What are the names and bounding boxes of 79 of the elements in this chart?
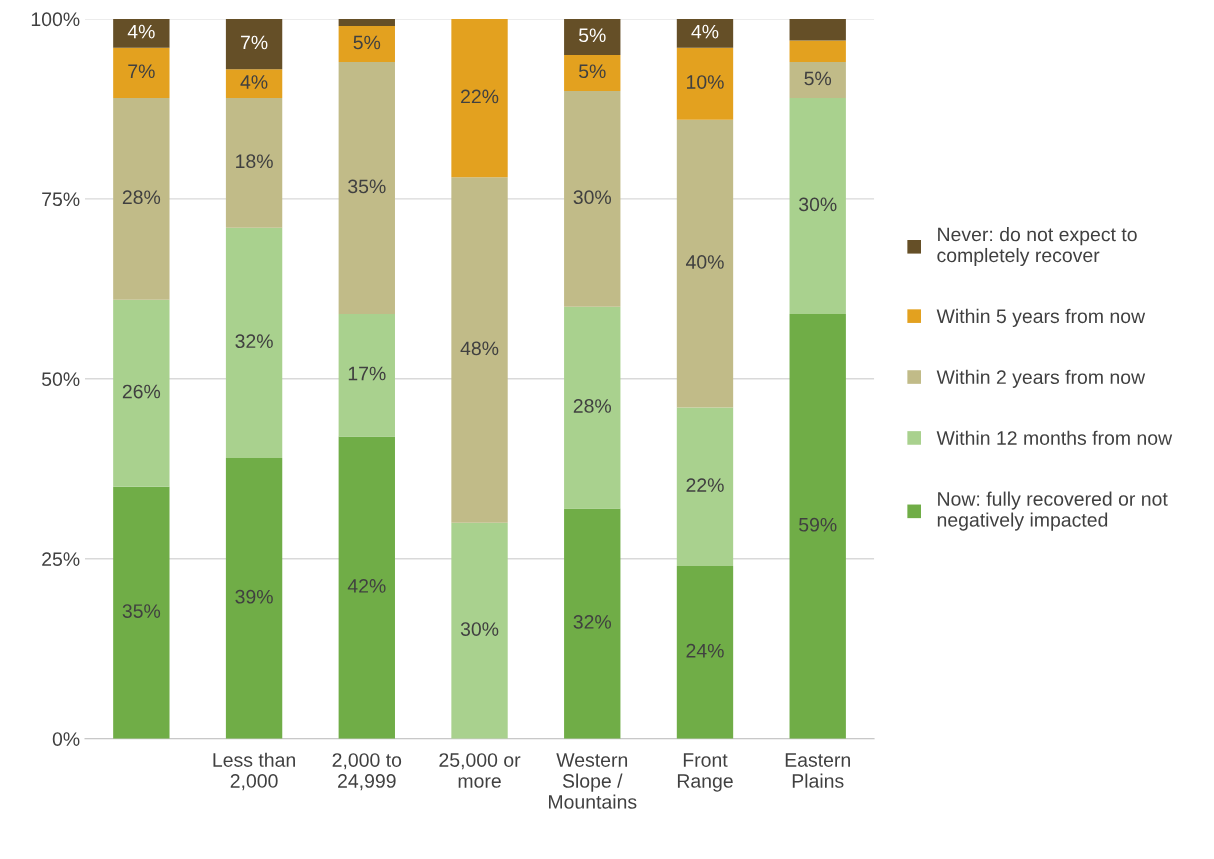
y-tick-label: 75% [42,192,80,207]
bar [451,177,508,523]
bar [113,299,170,487]
bar [113,98,170,300]
bar [564,54,621,91]
x-tick-label: Less than 2,000 [213,752,295,791]
data-label: 40% [685,255,724,269]
data-label: 24% [686,643,724,658]
data-label: 30% [460,622,499,636]
bar [113,47,170,99]
bar [338,436,395,739]
data-label: 5% [353,35,381,50]
bar [789,62,846,99]
bar [338,314,395,437]
x-tick-label: Western Slope / Mountains [549,753,637,809]
bar [676,18,734,48]
data-label: 5% [804,71,832,86]
bar [451,522,508,739]
data-label: 5% [578,28,606,43]
data-label: 59% [799,517,837,532]
legend-label: Within 12 months from now [936,430,1173,445]
legend-label: Within 5 years from now [936,308,1146,327]
bar [225,69,283,99]
y-tick-label: 100% [31,12,80,27]
bar [676,119,734,408]
data-label: 30% [799,197,837,212]
data-label: 22% [461,89,499,104]
bar [789,314,846,739]
bar [225,18,283,70]
bar [338,26,395,63]
bar [789,18,846,41]
data-label: 7% [128,64,155,79]
data-label: 18% [236,154,273,169]
y-tick-label: 25% [42,552,80,567]
data-label: 26% [122,384,161,399]
data-label: 4% [127,24,155,39]
x-tick-label: 2,000 to 24,999 [332,753,402,791]
bar [225,458,283,739]
data-label: 32% [235,334,273,349]
x-tick-label: Eastern Plains [785,753,850,788]
data-label: 42% [347,579,386,593]
data-label: 35% [348,179,386,194]
data-label: 5% [578,64,606,79]
y-tick-label: 50% [41,372,80,387]
data-label: 32% [573,615,612,629]
bar [113,18,170,48]
data-label: 17% [348,366,386,381]
data-label: 48% [460,341,499,356]
data-label: 35% [122,604,161,618]
bar [789,98,846,315]
legend-label: Now: fully recovered or not negatively impacted [937,491,1168,531]
bar [676,47,734,120]
bar [225,227,283,458]
bar [338,18,395,27]
bar [676,565,734,739]
bar [451,18,508,178]
bar [225,98,283,228]
bar [564,306,621,509]
data-label: 7% [241,35,268,50]
y-tick-label: 0% [52,732,80,746]
legend-label: Never: do not expect to completely recover [937,227,1137,267]
bar [338,62,395,315]
data-label: 30% [573,190,612,205]
data-label: 28% [122,190,161,205]
bar [789,40,846,63]
bar [564,90,621,307]
data-label: 10% [687,75,724,89]
data-label: 4% [691,24,719,39]
data-label: 4% [240,75,268,89]
bar [564,508,621,739]
data-label: 28% [573,399,612,413]
x-tick-label: Front Range [677,753,733,792]
x-tick-label: 25,000 or more [439,753,521,788]
bar [113,486,170,739]
legend-label: Within 2 years from now [936,369,1146,388]
data-label: 39% [235,589,273,604]
bar [676,407,734,566]
bar [564,18,621,55]
data-label: 22% [686,478,724,492]
